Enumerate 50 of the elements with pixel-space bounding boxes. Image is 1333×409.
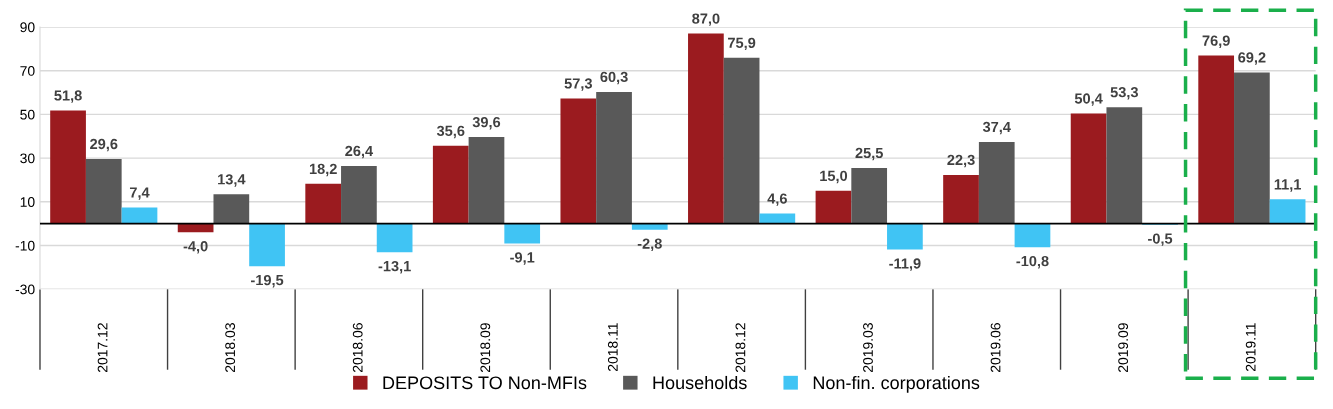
y-tick-label: -10: [15, 240, 35, 251]
data-label: -19,5: [251, 274, 284, 288]
data-label: 35,6: [436, 125, 465, 139]
data-label: 76,9: [1202, 35, 1230, 48]
x-tick-label: 2019.11: [1245, 323, 1256, 371]
data-label: 51,8: [54, 90, 82, 103]
data-label: 87,0: [692, 13, 720, 26]
x-tick-label: 2018.06: [352, 323, 363, 372]
legend-label: DEPOSITS TO Non-MFIs: [383, 376, 587, 390]
data-label: 4,6: [767, 193, 787, 206]
y-tick-label: 70: [20, 66, 35, 76]
data-label: 13,4: [218, 174, 246, 187]
x-tick-label: 2019.06: [990, 323, 1001, 372]
legend-label: Non-fin. corporations: [813, 375, 980, 393]
data-label: 75,9: [728, 37, 756, 51]
data-label: 26,4: [345, 145, 374, 159]
data-label: 22,3: [947, 154, 975, 168]
legend-label: Households: [653, 375, 747, 390]
x-tick-label: 2018.09: [480, 323, 491, 372]
y-tick-label: 90: [20, 22, 35, 33]
data-label: 37,4: [982, 121, 1011, 135]
data-label: 53,3: [1110, 87, 1138, 100]
data-label: -11,9: [889, 258, 921, 271]
data-label: 69,2: [1238, 52, 1266, 65]
x-tick-label: 2017.12: [97, 323, 108, 372]
x-tick-label: 2018.11: [607, 323, 618, 371]
data-label: -2,8: [637, 238, 662, 251]
x-tick-label: 2019.09: [1118, 323, 1129, 372]
data-label: 7,4: [129, 187, 150, 200]
data-label: 11,1: [1274, 179, 1301, 192]
y-tick-label: 50: [20, 109, 35, 120]
data-label: 50,4: [1074, 93, 1103, 106]
data-label: -4,0: [183, 241, 208, 254]
data-label: 15,0: [820, 170, 848, 184]
y-tick-label: 10: [20, 197, 35, 207]
data-label: -13,1: [378, 260, 411, 274]
data-label: 60,3: [600, 71, 628, 85]
data-label: -0,5: [1148, 233, 1173, 246]
y-tick-label: 30: [20, 153, 35, 164]
x-tick-label: 2018.12: [735, 323, 746, 372]
data-label: 29,6: [90, 138, 118, 152]
data-label: 18,2: [309, 163, 337, 177]
y-tick-label: -30: [15, 284, 35, 295]
x-tick-label: 2019.03: [863, 323, 873, 372]
data-label: 25,5: [855, 147, 883, 161]
data-label: 57,3: [564, 78, 592, 91]
data-label: 39,6: [472, 116, 501, 130]
x-tick-label: 2018.03: [225, 323, 236, 372]
data-label: -10,8: [1016, 255, 1049, 269]
data-label: -9,1: [510, 252, 535, 265]
